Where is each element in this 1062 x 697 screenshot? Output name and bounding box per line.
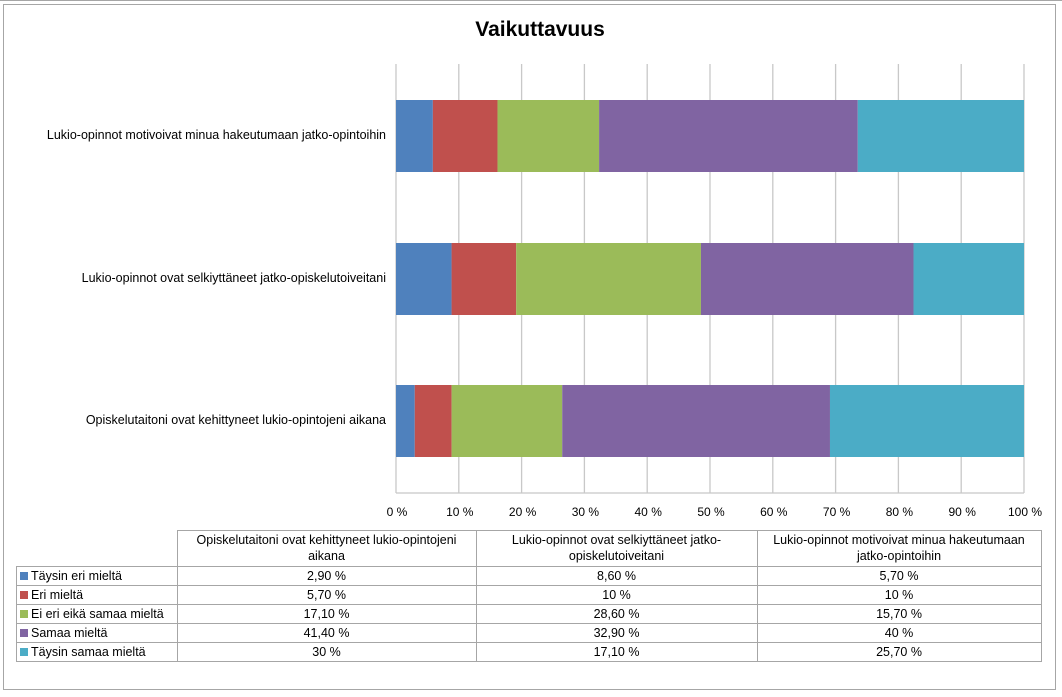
- bar-segment: [857, 100, 1024, 172]
- legend-label: Täysin samaa mieltä: [31, 644, 146, 659]
- header-cell: Lukio-opinnot ovat selkiyttäneet jatko-o…: [475, 530, 758, 567]
- legend-entry: Samaa mieltä: [16, 623, 178, 643]
- legend-entry: Ei eri eikä samaa mieltä: [16, 604, 178, 624]
- chart-frame: [3, 4, 1056, 690]
- corner-cell: [16, 530, 178, 567]
- bar-segment: [451, 243, 517, 315]
- data-table-row: Eri mieltä 5,70 % 10 % 10 %: [16, 585, 1042, 605]
- bar-segment: [562, 385, 830, 457]
- data-cell: 8,60 %: [475, 566, 758, 586]
- bar-segment: [451, 385, 563, 457]
- legend-swatch-icon: [20, 571, 28, 580]
- x-tick-label: 30 %: [571, 505, 600, 519]
- x-tick-label: 40 %: [634, 505, 662, 519]
- data-table-row: Täysin eri mieltä 2,90 % 8,60 % 5,70 %: [16, 566, 1042, 586]
- data-cell: 28,60 %: [475, 604, 758, 624]
- x-tick-label: 10 %: [446, 505, 474, 519]
- bar-segment: [497, 100, 600, 172]
- bar-segment: [913, 243, 1024, 315]
- x-tick-label: 20 %: [508, 505, 537, 519]
- legend-label: Samaa mieltä: [31, 625, 108, 640]
- bar-segment: [516, 243, 701, 315]
- data-cell: 17,10 %: [176, 604, 477, 624]
- data-cell: 10 %: [756, 585, 1042, 605]
- x-tick-label: 50 %: [697, 505, 725, 519]
- x-tick-label: 90 %: [948, 505, 976, 519]
- data-table-row: Täysin samaa mieltä 30 % 17,10 % 25,70 %: [16, 642, 1042, 662]
- legend-entry: Täysin eri mieltä: [16, 566, 178, 586]
- data-cell: 10 %: [475, 585, 758, 605]
- bar-segment: [396, 385, 415, 457]
- data-cell: 41,40 %: [176, 623, 477, 643]
- bar-segment: [432, 100, 498, 172]
- data-cell: 15,70 %: [756, 604, 1042, 624]
- bar-segment: [414, 385, 452, 457]
- data-cell: 5,70 %: [176, 585, 477, 605]
- x-tick-label: 60 %: [760, 505, 788, 519]
- legend-entry: Eri mieltä: [16, 585, 178, 605]
- data-cell: 17,10 %: [475, 642, 758, 662]
- data-cell: 40 %: [756, 623, 1042, 643]
- bar-segment: [829, 385, 1024, 457]
- legend-swatch-icon: [20, 628, 28, 637]
- legend-label: Täysin eri mieltä: [31, 568, 122, 583]
- legend-entry: Täysin samaa mieltä: [16, 642, 178, 662]
- data-cell: 32,90 %: [475, 623, 758, 643]
- x-tick-label: 100 %: [1007, 505, 1043, 519]
- legend-label: Ei eri eikä samaa mieltä: [31, 606, 164, 621]
- bar-segment: [396, 243, 452, 315]
- data-table-row: Ei eri eikä samaa mieltä 17,10 % 28,60 % 15…: [16, 604, 1042, 624]
- data-table: Opiskelutaitoni ovat kehittyneet lukio-o…: [16, 530, 1042, 662]
- legend-swatch-icon: [20, 590, 28, 599]
- x-tick-label: 70 %: [822, 505, 851, 519]
- data-table-header-row: Opiskelutaitoni ovat kehittyneet lukio-o…: [16, 530, 1042, 567]
- top-border: [0, 0, 1062, 1]
- bar-segment: [700, 243, 914, 315]
- category-label: Opiskelutaitoni ovat kehittyneet lukio-o…: [85, 413, 386, 427]
- data-cell: 2,90 %: [176, 566, 477, 586]
- chart-title: Vaikuttavuus: [475, 18, 605, 41]
- category-label: Lukio-opinnot ovat selkiyttäneet jatko-o…: [81, 271, 386, 285]
- data-cell: 5,70 %: [756, 566, 1042, 586]
- category-label: Lukio-opinnot motivoivat minua hakeutuma…: [46, 128, 386, 142]
- x-tick-label: 0 %: [386, 505, 408, 519]
- legend-swatch-icon: [20, 647, 28, 656]
- bar-segment: [599, 100, 858, 172]
- bar-segment: [396, 100, 433, 172]
- data-table-row: Samaa mieltä 41,40 % 32,90 % 40 %: [16, 623, 1042, 643]
- legend-swatch-icon: [20, 609, 28, 618]
- data-cell: 30 %: [176, 642, 477, 662]
- x-tick-label: 80 %: [885, 505, 914, 519]
- header-cell: Lukio-opinnot motivoivat minua hakeutuma…: [756, 530, 1042, 567]
- header-cell: Opiskelutaitoni ovat kehittyneet lukio-o…: [176, 530, 477, 567]
- data-cell: 25,70 %: [756, 642, 1042, 662]
- legend-label: Eri mieltä: [31, 587, 84, 602]
